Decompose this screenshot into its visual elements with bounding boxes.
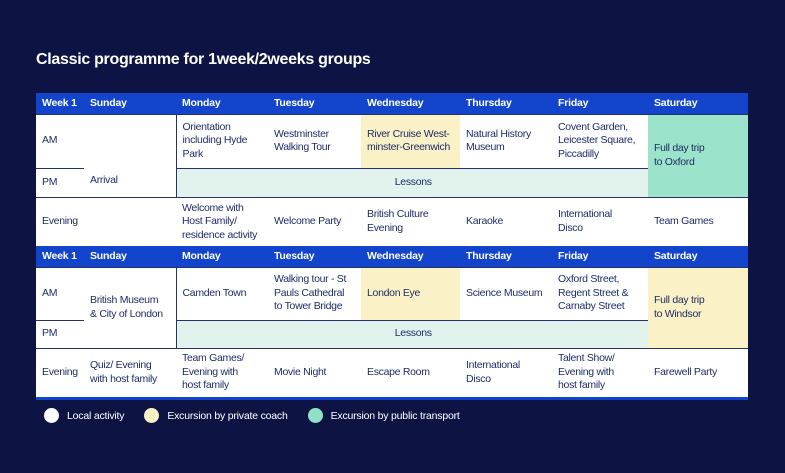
- cell-w1-eve-tuesday: Welcome Party: [268, 196, 361, 246]
- local-activity-dot-icon: [44, 408, 59, 423]
- row-label-am: AM: [36, 113, 84, 168]
- cell-w2-sunday-daytime: British Museum & City of London: [84, 266, 177, 348]
- week1-am-row: AM Arrival Orientation including Hyde Pa…: [36, 113, 748, 197]
- col-header-wednesday-2: Wednesday: [361, 246, 460, 267]
- row-label-pm-2: PM: [36, 319, 84, 348]
- week2-evening-row: Evening Quiz/ Evening with host family T…: [36, 347, 748, 398]
- cell-w1-am-thursday: Natural History Museum: [460, 113, 552, 168]
- cell-w1-am-wednesday: River Cruise West- minster-Greenwich: [361, 113, 460, 168]
- legend-item-private-coach: Excursion by private coach: [144, 408, 288, 423]
- cell-w1-eve-saturday: Team Games: [648, 196, 748, 246]
- cell-w1-eve-thursday: Karaoke: [460, 196, 552, 246]
- col-header-thursday-2: Thursday: [460, 246, 552, 267]
- cell-w1-sunday-daytime: Arrival: [84, 113, 177, 197]
- row-label-pm: PM: [36, 167, 84, 197]
- cell-w2-pm-lessons: Lessons: [176, 319, 648, 348]
- cell-w2-eve-monday: Team Games/ Evening with host family: [176, 347, 268, 398]
- col-header-sunday: Sunday: [84, 93, 176, 114]
- cell-w2-eve-sunday: Quiz/ Evening with host family: [84, 347, 176, 398]
- col-header-friday: Friday: [552, 93, 648, 114]
- col-header-friday-2: Friday: [552, 246, 648, 267]
- col-header-sunday-2: Sunday: [84, 246, 176, 267]
- cell-w2-am-wednesday: London Eye: [361, 266, 460, 320]
- week1-evening-row: Evening Welcome with Host Family/ reside…: [36, 196, 748, 246]
- public-transport-dot-icon: [307, 408, 323, 423]
- week1-pm-row: PM Lessons: [36, 167, 748, 197]
- week1-label-header: Week 1: [36, 93, 84, 114]
- legend: Local activity Excursion by private coac…: [44, 408, 460, 423]
- cell-w1-eve-friday: International Disco: [552, 196, 648, 246]
- legend-label-private-coach: Excursion by private coach: [167, 409, 288, 422]
- col-header-monday-2: Monday: [176, 246, 268, 267]
- week1-header-row: Week 1 Sunday Monday Tuesday Wednesday T…: [36, 93, 748, 114]
- cell-w1-am-monday: Orientation including Hyde Park: [176, 113, 268, 168]
- week2-pm-row: PM Lessons: [36, 319, 748, 348]
- legend-label-local-activity: Local activity: [67, 409, 125, 422]
- cell-w1-saturday-fullday: Full day trip to Oxford: [648, 113, 748, 197]
- programme-table: Week 1 Sunday Monday Tuesday Wednesday T…: [36, 93, 748, 400]
- legend-item-local-activity: Local activity: [44, 408, 125, 423]
- week2-label-header: Week 1: [36, 246, 84, 267]
- cell-w1-am-tuesday: Westminster Walking Tour: [268, 113, 361, 168]
- cell-w2-am-thursday: Science Museum: [460, 266, 552, 320]
- week2-header-row: Week 1 Sunday Monday Tuesday Wednesday T…: [36, 246, 748, 267]
- col-header-wednesday: Wednesday: [361, 93, 460, 114]
- cell-w1-pm-lessons: Lessons: [176, 167, 648, 197]
- cell-w2-eve-thursday: International Disco: [460, 347, 552, 398]
- private-coach-dot-icon: [144, 408, 160, 423]
- cell-w2-am-tuesday: Walking tour - St Pauls Cathedral to Tow…: [268, 266, 361, 320]
- col-header-tuesday: Tuesday: [268, 93, 361, 114]
- col-header-saturday-2: Saturday: [648, 246, 748, 267]
- week2-am-row: AM British Museum & City of London Camde…: [36, 266, 748, 348]
- col-header-thursday: Thursday: [460, 93, 552, 114]
- page-title: Classic programme for 1week/2weeks group…: [36, 51, 371, 68]
- cell-w1-eve-monday: Welcome with Host Family/ residence acti…: [176, 196, 268, 246]
- cell-w2-saturday-fullday: Full day trip to Windsor: [648, 266, 748, 348]
- cell-w2-eve-friday: Talent Show/ Evening with host family: [552, 347, 648, 398]
- cell-w2-eve-tuesday: Movie Night: [268, 347, 361, 398]
- col-header-tuesday-2: Tuesday: [268, 246, 361, 267]
- cell-w2-am-monday: Camden Town: [176, 266, 268, 320]
- cell-w2-am-friday: Oxford Street, Regent Street & Carnaby S…: [552, 266, 648, 320]
- col-header-monday: Monday: [176, 93, 268, 114]
- cell-w1-eve-wednesday: British Culture Evening: [361, 196, 460, 246]
- row-label-evening: Evening: [36, 196, 84, 246]
- legend-item-public-transport: Excursion by public transport: [307, 408, 460, 423]
- col-header-saturday: Saturday: [648, 93, 748, 114]
- legend-label-public-transport: Excursion by public transport: [330, 409, 460, 422]
- cell-w1-am-friday: Covent Garden, Leicester Square, Piccadi…: [552, 113, 648, 168]
- cell-w2-eve-saturday: Farewell Party: [648, 347, 748, 398]
- row-label-evening-2: Evening: [36, 347, 84, 398]
- row-label-am-2: AM: [36, 266, 84, 320]
- cell-w2-eve-wednesday: Escape Room: [361, 347, 460, 398]
- cell-w1-eve-sunday: [84, 196, 176, 246]
